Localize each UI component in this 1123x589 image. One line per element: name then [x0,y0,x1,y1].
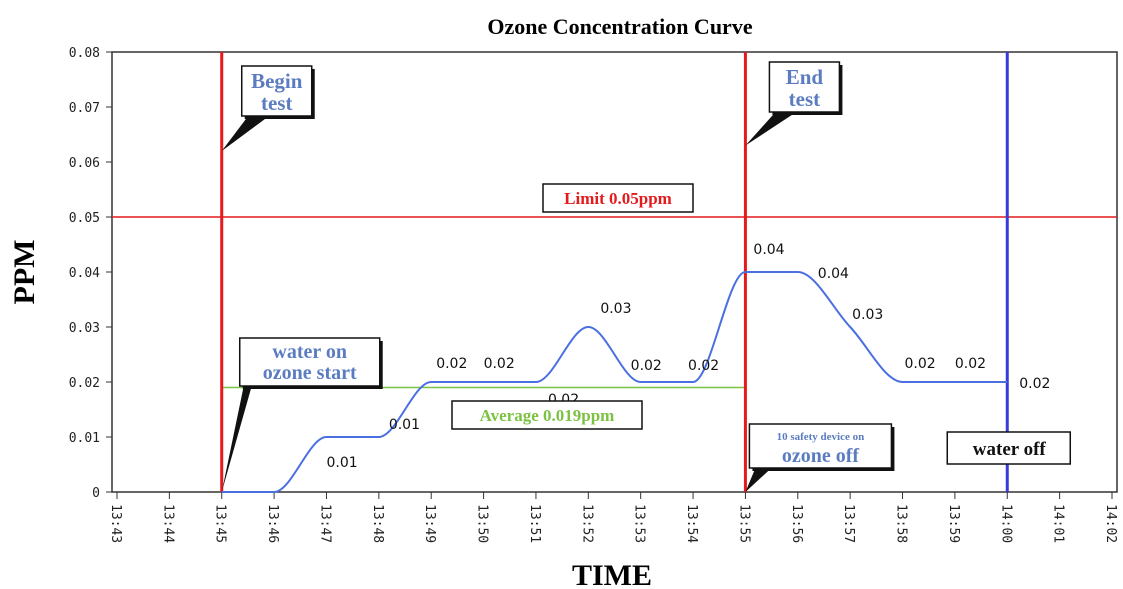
water-on-label: ozone start [263,362,357,384]
callout-pointer [221,386,252,492]
data-label: 0.02 [631,358,662,374]
x-tick-label: 13:44 [160,504,175,543]
data-label: 0.02 [484,356,515,372]
y-tick-label: 0.07 [69,101,100,116]
y-tick-label: 0.06 [69,156,100,171]
reference-lines [112,52,1117,492]
callout-box [451,400,643,430]
x-tick-label: 14:02 [1103,504,1118,543]
callout-box [768,61,841,113]
x-tick-label: 13:58 [894,504,909,543]
ozone-series-line [221,271,1008,494]
y-axis: 0 0.01 0.02 0.03 0.04 0.05 0.06 0.07 0.08 [69,46,112,501]
data-label: 0.03 [852,307,883,323]
limit-callout: Limit 0.05ppm [542,183,694,213]
limit-label: Limit 0.05ppm [564,189,672,208]
callout-box [238,337,381,387]
end-test-label: test [789,87,820,111]
y-tick-label: 0 [92,486,100,501]
callout-box [542,183,694,213]
callout-box [946,431,1072,465]
y-tick-label: 0.01 [69,431,100,446]
x-axis: 13:43 13:44 13:45 13:46 13:47 13:48 13:49 13:50… [108,492,1118,543]
y-tick-label: 0.02 [69,376,100,391]
y-tick-label: 0.04 [69,266,100,281]
y-axis-label: PPM [8,240,41,305]
x-tick-label: 13:51 [527,504,542,543]
data-label: 0.02 [688,358,719,374]
data-label: 0.03 [600,301,631,317]
x-tick-label: 13:54 [684,504,699,543]
chart-title: Ozone Concentration Curve [487,14,752,39]
callout-box [748,423,893,469]
water-on-label: water on [272,341,347,363]
y-tick-label: 0.03 [69,321,100,336]
callout-box [240,65,313,117]
average-callout: Average 0.019ppm [451,400,643,430]
x-tick-label: 13:43 [108,504,123,543]
data-labels: 0.01 0.01 0.02 0.02 0.02 0.03 0.02 0.02 0.04 0.04… [326,242,1050,471]
x-tick-label: 13:59 [946,504,961,543]
x-tick-label: 13:52 [579,504,594,543]
safety-device-callout: 10 safety device on ozone off [745,423,895,492]
x-tick-label: 13:50 [475,504,490,543]
data-label: 0.04 [818,266,849,282]
x-tick-label: 13:55 [736,504,751,543]
y-tick-label: 0.08 [69,46,100,61]
data-label: 0.04 [753,242,784,258]
data-label: 0.02 [955,356,986,372]
water-off-label: water off [973,439,1047,460]
x-tick-label: 13:46 [265,504,280,543]
data-series [221,271,1008,494]
data-label: 0.01 [326,455,357,471]
x-tick-label: 13:56 [789,504,804,543]
callout-pointer [745,110,800,146]
x-tick-label: 13:45 [213,504,228,543]
data-label: 0.01 [389,417,420,433]
safety-device-label: 10 safety device on [777,431,865,443]
x-tick-label: 13:49 [422,504,437,543]
x-tick-label: 13:57 [841,504,856,543]
data-label: 0.02 [1019,376,1050,392]
callout-pointer [745,468,772,492]
x-tick-label: 13:53 [632,504,647,543]
data-label: 0.02 [905,356,936,372]
x-tick-label: 13:48 [370,504,385,543]
data-label: 0.02 [436,356,467,372]
begin-test-label: test [261,91,292,115]
ozone-off-label: ozone off [782,445,860,467]
x-tick-label: 14:00 [998,504,1013,543]
begin-test-label: Begin [251,69,303,93]
x-axis-label: TIME [572,559,652,589]
x-tick-label: 13:47 [317,504,332,543]
water-off-callout: water off [946,431,1072,465]
y-tick-label: 0.05 [69,211,100,226]
average-label: Average 0.019ppm [480,406,615,425]
x-tick-label: 14:01 [1051,504,1066,543]
end-test-label: End [786,65,824,89]
callout-pointer [221,114,272,151]
